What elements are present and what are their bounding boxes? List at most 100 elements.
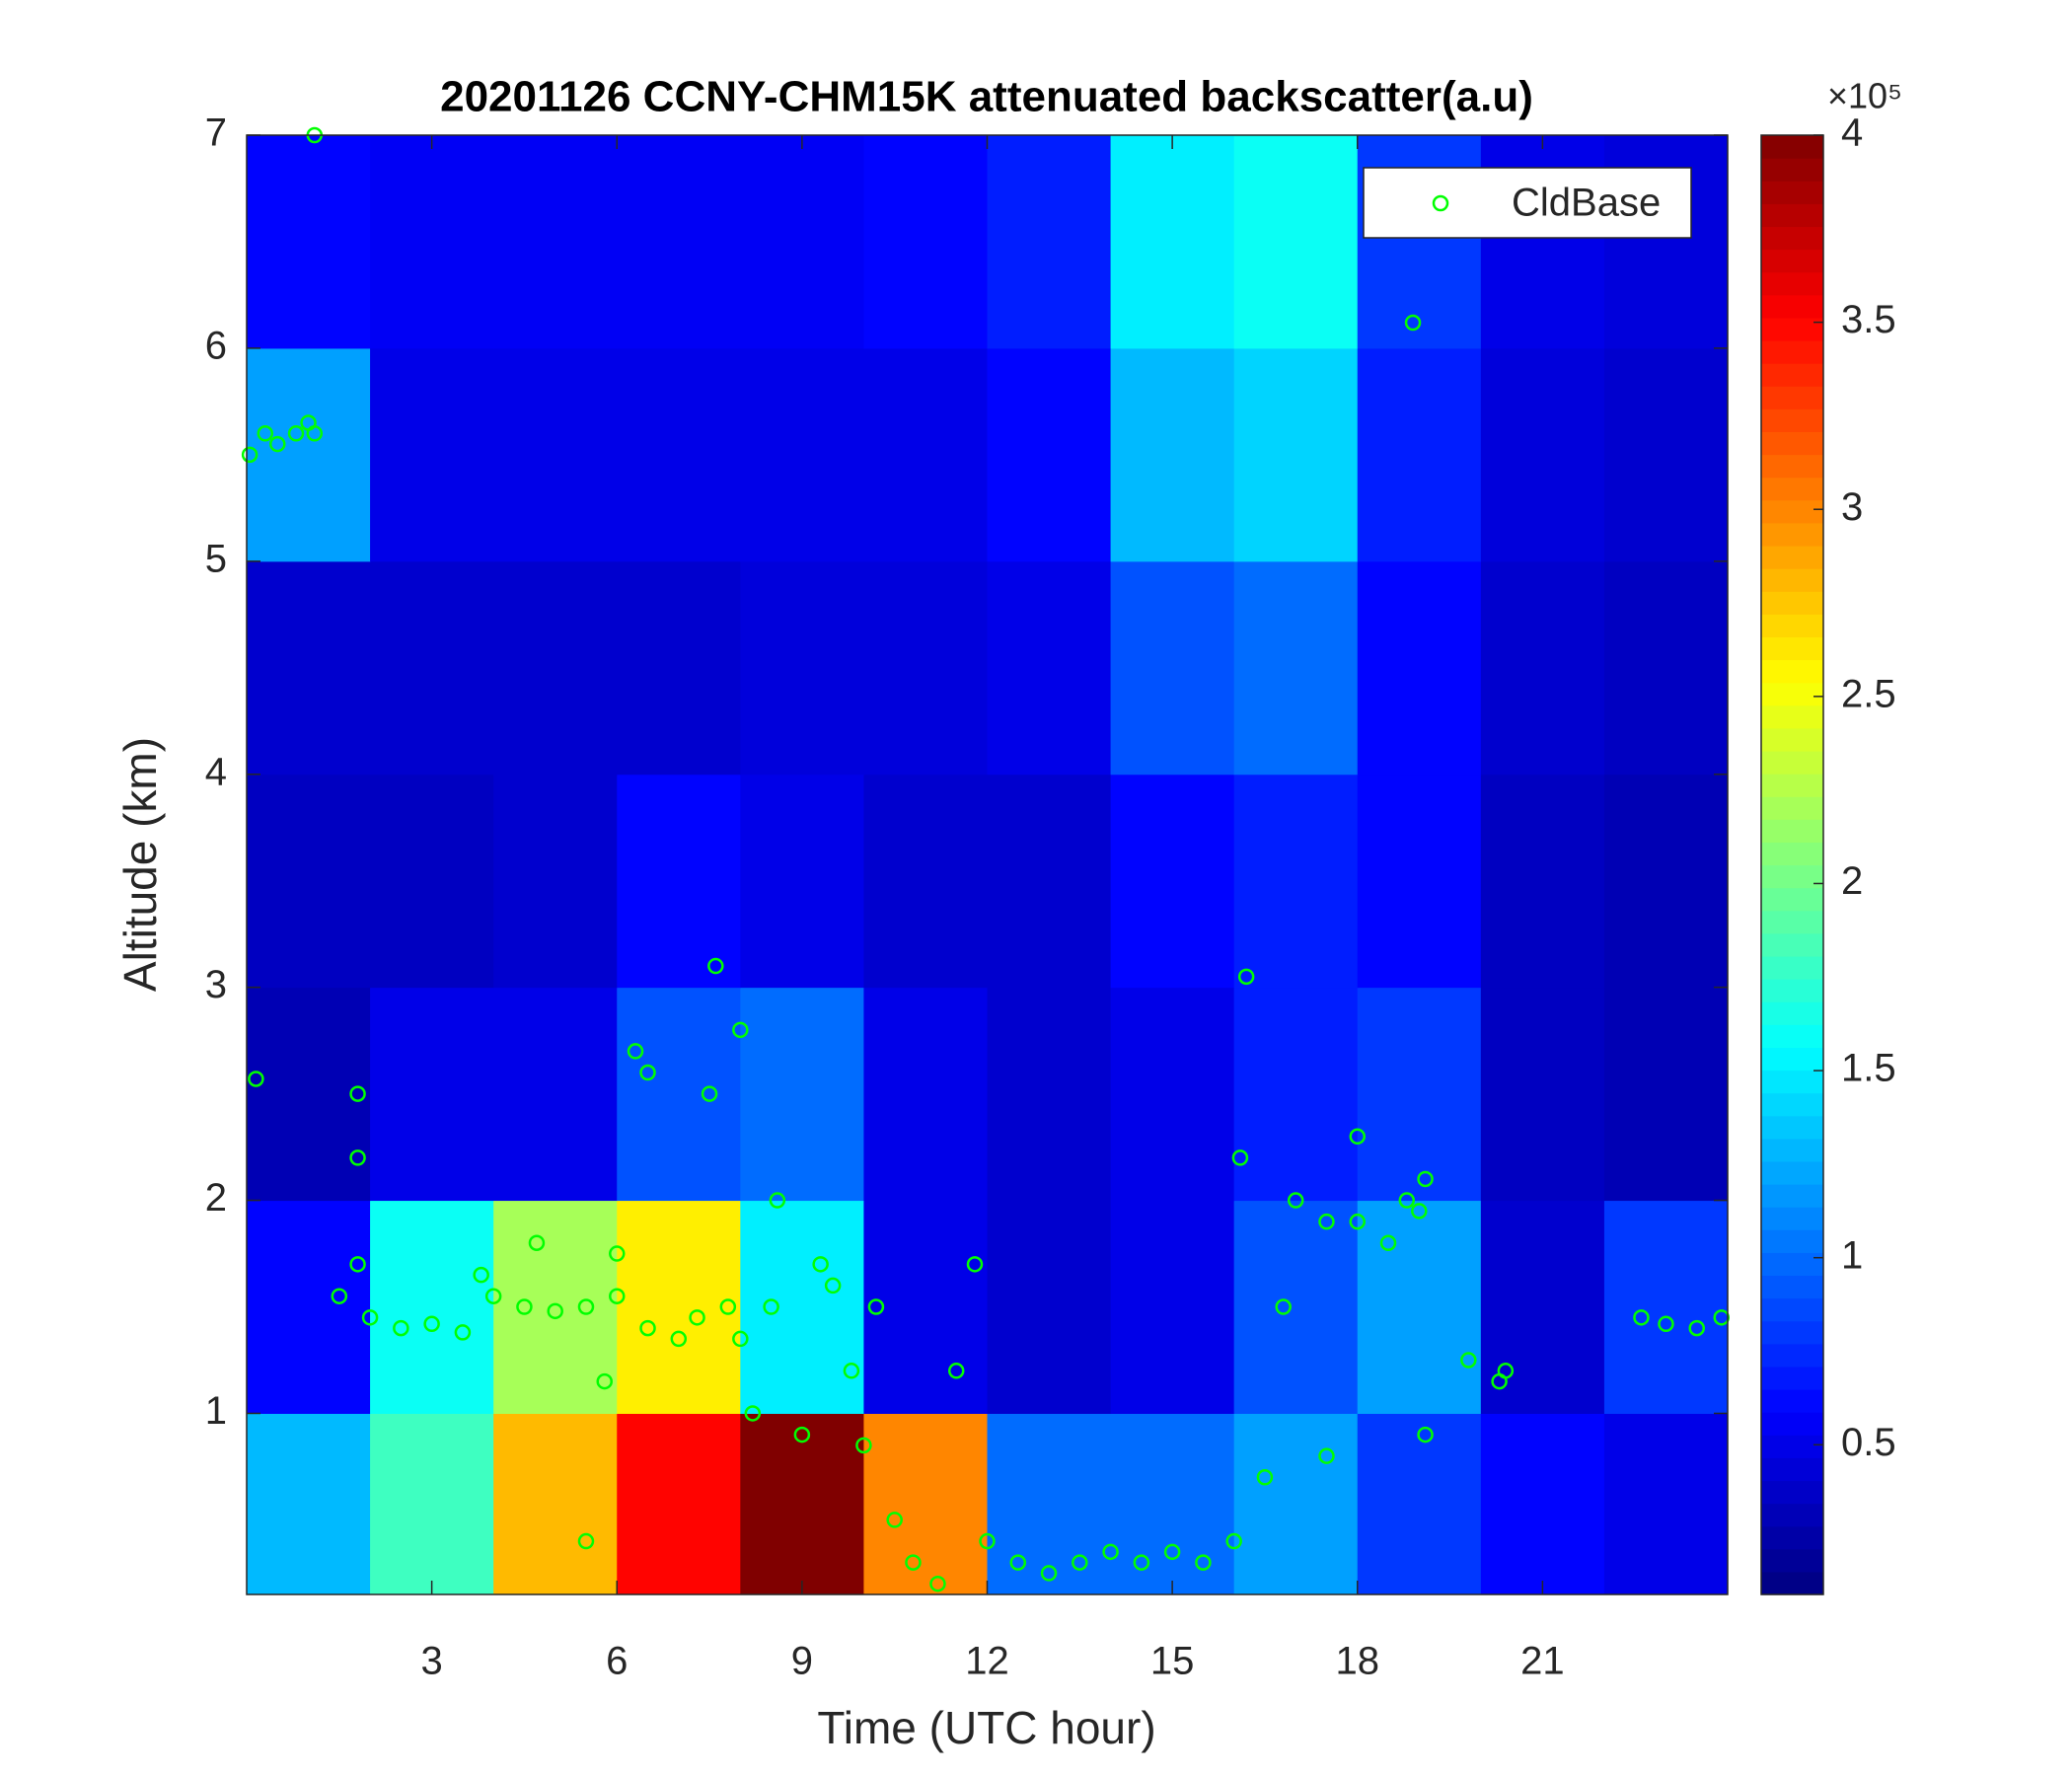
colorbar-segment — [1761, 135, 1823, 159]
colorbar-segment — [1761, 545, 1823, 569]
colorbar-segment — [1761, 614, 1823, 638]
heatmap-cell — [493, 987, 618, 1202]
cloud-base-point — [287, 425, 305, 442]
colorbar-segment — [1761, 1160, 1823, 1185]
colorbar-segment — [1761, 1070, 1823, 1094]
cloud-base-point — [1349, 1213, 1366, 1230]
heatmap-cell — [1603, 560, 1729, 776]
heatmap-cell — [987, 347, 1112, 562]
colorbar-segment — [1761, 955, 1823, 980]
cloud-base-point — [824, 1277, 842, 1295]
cloud-base-point — [1404, 314, 1422, 332]
colorbar-segment — [1761, 1184, 1823, 1208]
heatmap-cell — [863, 1200, 988, 1414]
heatmap-cell — [740, 347, 864, 562]
cloud-base-point — [528, 1234, 546, 1251]
colorbar-segment — [1761, 750, 1823, 775]
heatmap-cell — [370, 774, 494, 989]
colorbar-multiplier: ×10⁵ — [1827, 76, 1902, 116]
heatmap-cell — [863, 1413, 988, 1595]
cloud-base-point — [423, 1315, 440, 1333]
cloud-base-point — [257, 425, 274, 442]
cloud-base-point — [248, 1071, 264, 1087]
heatmap-cell — [1233, 1200, 1359, 1414]
cloud-base-point — [812, 1256, 829, 1273]
cloud-base-point — [1318, 1213, 1335, 1230]
heatmap-cell — [987, 774, 1112, 989]
y-tick-label: 7 — [205, 111, 227, 155]
colorbar-segment — [1761, 659, 1823, 684]
heatmap-cell — [1603, 347, 1729, 562]
heatmap-cell — [1110, 347, 1235, 562]
cloud-base-point — [763, 1298, 779, 1315]
heatmap-cell — [740, 774, 864, 989]
colorbar-segment — [1761, 1024, 1823, 1048]
heatmap-cell — [1233, 987, 1359, 1202]
colorbar-segment — [1761, 1435, 1823, 1458]
colorbar-tick-label: 3.5 — [1841, 298, 1896, 341]
colorbar-segment — [1761, 226, 1823, 251]
cloud-base-point — [1102, 1543, 1119, 1561]
cloud-base-point — [843, 1363, 860, 1379]
heatmap-cell — [370, 135, 494, 349]
cloud-base-point — [947, 1363, 965, 1379]
heatmap-cell — [493, 347, 618, 562]
colorbar-segment — [1761, 1412, 1823, 1436]
plot-area — [241, 126, 1730, 1595]
colorbar-segment — [1761, 819, 1823, 843]
heatmap-cell — [247, 560, 371, 776]
heatmap-cell — [493, 560, 618, 776]
cloud-base-point — [719, 1298, 737, 1315]
heatmap-cell — [987, 560, 1112, 776]
heatmap-cell — [987, 987, 1112, 1202]
colorbar-segment — [1761, 1092, 1823, 1117]
heatmap-cell — [1233, 347, 1359, 562]
heatmap-cell — [1233, 560, 1359, 776]
heatmap-cell — [617, 347, 741, 562]
heatmap-cell — [493, 1200, 618, 1414]
heatmap-cell — [370, 1413, 494, 1595]
cloud-base-point — [929, 1575, 946, 1592]
heatmap-cell — [1603, 987, 1729, 1202]
y-tick-label: 6 — [205, 324, 227, 367]
colorbar-segment — [1761, 774, 1823, 797]
cloud-base-point — [349, 1256, 366, 1273]
colorbar-segment — [1761, 181, 1823, 204]
colorbar-tick-label: 2.5 — [1841, 672, 1896, 715]
colorbar-segment — [1761, 704, 1823, 729]
cloud-base-point — [306, 425, 324, 442]
cloud-base-point — [269, 435, 286, 453]
x-tick-label: 6 — [606, 1640, 628, 1683]
colorbar-segment — [1761, 158, 1823, 182]
colorbar-segment — [1761, 522, 1823, 547]
heatmap-cell — [740, 1413, 864, 1595]
colorbar-segment — [1761, 1389, 1823, 1413]
cloud-base-point — [1231, 1149, 1249, 1166]
heatmap-cell — [493, 135, 618, 349]
colorbar-segment — [1761, 1525, 1823, 1550]
cloud-base-point — [1658, 1315, 1674, 1333]
heatmap-cell — [617, 560, 741, 776]
cloud-base-point — [609, 1288, 626, 1304]
colorbar-tick-label: 4 — [1841, 111, 1863, 155]
cloud-base-point — [1411, 1203, 1428, 1220]
colorbar-segment — [1761, 1343, 1823, 1368]
cloud-base-point — [349, 1149, 366, 1166]
cloud-base-point — [484, 1288, 502, 1304]
x-tick-label: 15 — [1150, 1640, 1195, 1683]
colorbar-segment — [1761, 1548, 1823, 1573]
heatmap-cell — [740, 987, 864, 1202]
x-axis-label: Time (UTC hour) — [817, 1702, 1155, 1753]
heatmap-cell — [1603, 1200, 1729, 1414]
heatmap-cell — [493, 774, 618, 989]
cloud-base-point — [1275, 1298, 1292, 1315]
cloud-base-point — [1287, 1192, 1304, 1209]
heatmap-cell — [1603, 774, 1729, 989]
cloud-base-point — [473, 1266, 489, 1284]
heatmap-cell — [740, 560, 864, 776]
cloud-base-point — [1195, 1554, 1212, 1571]
heatmap-cell — [1110, 987, 1235, 1202]
cloud-base-point — [744, 1405, 762, 1422]
colorbar-segment — [1761, 1297, 1823, 1322]
colorbar-segment — [1761, 932, 1823, 957]
